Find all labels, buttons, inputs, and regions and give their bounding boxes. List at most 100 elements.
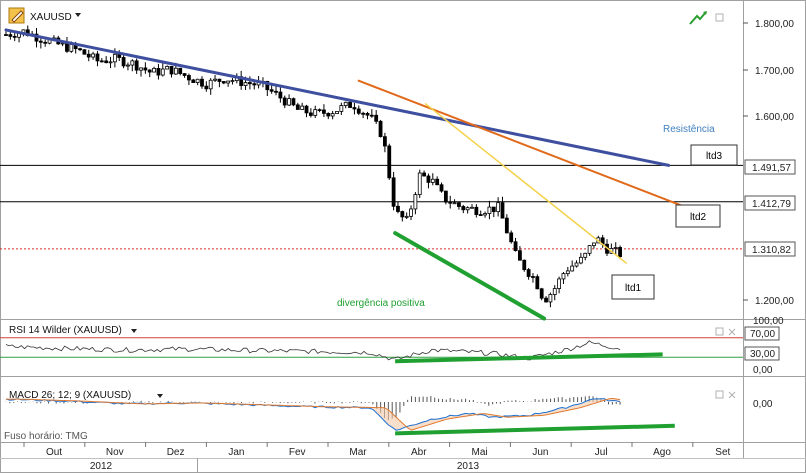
ltd3-callout[interactable]: ltd3	[690, 144, 738, 166]
macd-divergence-line[interactable]	[395, 423, 675, 436]
caret-down-icon[interactable]	[75, 13, 81, 17]
ltd3-label: ltd3	[706, 151, 723, 162]
time-axis: Out Nov Dez Jan Fev Mar Abr Mai Jun Jul Ago Set	[23, 442, 731, 458]
candle	[531, 273, 535, 283]
candle	[134, 58, 139, 74]
candle	[365, 111, 370, 120]
candle	[383, 132, 387, 153]
y-tick-1600: 1.600,00	[755, 112, 794, 123]
macd-caret-down-icon[interactable]	[157, 394, 163, 398]
trendlines[interactable]	[4, 28, 688, 321]
candle	[483, 211, 487, 218]
candle	[82, 49, 87, 55]
candle	[457, 201, 461, 210]
trendline-ltd2[interactable]	[357, 79, 688, 209]
candle	[121, 55, 126, 69]
candle	[269, 85, 274, 94]
candle	[461, 204, 466, 214]
candle	[509, 230, 514, 244]
candle	[574, 260, 579, 268]
candle	[230, 78, 235, 85]
ltd1-callout[interactable]: ltd1	[611, 274, 655, 300]
candle	[217, 78, 222, 88]
trend-arrow-icon[interactable]	[689, 11, 707, 25]
candle	[95, 51, 100, 67]
candle	[165, 65, 170, 70]
candle	[187, 73, 191, 86]
candle	[361, 111, 366, 119]
candle	[504, 214, 509, 234]
x-tick-out: Out	[46, 447, 62, 458]
maximize-icon[interactable]	[715, 13, 724, 22]
candle	[422, 170, 426, 177]
year-label-2013: 2013	[457, 461, 480, 472]
x-tick-jun: Jun	[532, 447, 548, 458]
macd-close-icon[interactable]	[728, 391, 736, 399]
candle	[335, 111, 339, 114]
candle	[378, 119, 383, 138]
candle	[38, 38, 43, 49]
candle	[452, 199, 457, 205]
candle	[374, 110, 379, 124]
candle	[417, 169, 422, 198]
candle	[195, 78, 200, 86]
candle	[78, 47, 82, 52]
candle	[226, 80, 231, 87]
level-label-1310: 1.310,82	[752, 245, 791, 256]
candle	[583, 252, 588, 261]
candle	[160, 63, 165, 77]
candle	[404, 212, 409, 220]
macd-title[interactable]: MACD 26; 12; 9 (XAUUSD)	[9, 390, 131, 401]
candle	[491, 206, 496, 218]
x-tick-ago: Ago	[653, 447, 671, 458]
x-tick-mai: Mai	[472, 447, 488, 458]
rsi-title[interactable]: RSI 14 Wilder (XAUUSD)	[9, 325, 122, 336]
rsi-caret-down-icon[interactable]	[131, 329, 137, 333]
candle	[291, 97, 296, 107]
rsi-tick-0: 0,00	[753, 365, 773, 376]
candle	[143, 62, 148, 74]
candle	[548, 292, 553, 308]
x-tick-abr: Abr	[411, 447, 427, 458]
candle	[565, 266, 570, 277]
signal-line	[6, 397, 621, 431]
rsi-close-icon[interactable]	[728, 328, 736, 336]
rsi-maximize-icon[interactable]	[715, 327, 724, 336]
candle	[182, 73, 187, 78]
trendline-ltd3[interactable]	[4, 28, 671, 167]
macd-maximize-icon[interactable]	[715, 390, 724, 399]
candle	[400, 210, 405, 222]
candle	[465, 206, 470, 214]
candle	[304, 104, 309, 118]
candle	[126, 62, 130, 71]
resistance-annotation: Resistência	[663, 124, 715, 135]
pencil-logo-icon[interactable]	[8, 7, 25, 24]
symbol-label[interactable]: XAUUSD	[30, 12, 72, 23]
candle	[426, 173, 431, 189]
ltd2-callout[interactable]: ltd2	[675, 204, 721, 228]
candle	[308, 108, 313, 118]
candle	[282, 95, 287, 109]
candle	[544, 296, 548, 303]
candle	[287, 94, 291, 107]
candle	[139, 67, 143, 77]
candle	[443, 190, 448, 205]
candle	[191, 78, 196, 83]
candle	[478, 210, 483, 216]
rsi-tick-30: 30,00	[750, 349, 775, 360]
rsi-axis: 100,00 70,00 30,00 0,00	[744, 316, 784, 376]
horizontal-levels	[0, 164, 743, 250]
timezone-label: Fuso horário: TMG	[4, 431, 88, 442]
candle	[208, 78, 213, 95]
macd-series	[5, 395, 675, 436]
rsi-divergence-line[interactable]	[395, 352, 663, 364]
trendline-divergence[interactable]	[393, 231, 547, 321]
candle	[557, 276, 562, 294]
candle	[108, 56, 113, 69]
candle	[330, 110, 335, 120]
candle	[130, 59, 135, 72]
trendline-ltd1[interactable]	[424, 103, 627, 264]
y-tick-1700: 1.700,00	[755, 66, 794, 77]
y-tick-1800: 1.800,00	[755, 19, 794, 30]
